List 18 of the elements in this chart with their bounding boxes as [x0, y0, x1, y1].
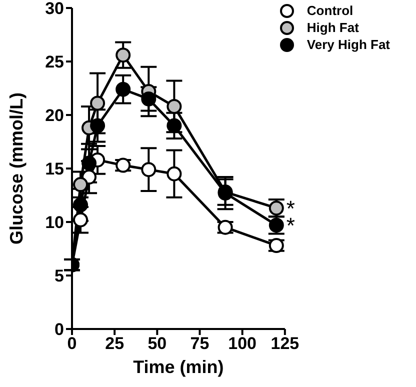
x-tick-label: 25 — [105, 334, 124, 354]
y-axis-title: Glucose (mmol/L) — [6, 92, 26, 245]
y-tick-label: 5 — [54, 266, 64, 286]
y-tick-label: 30 — [45, 0, 64, 18]
y-tick-label: 0 — [54, 320, 64, 340]
legend-label: Very High Fat — [306, 37, 390, 52]
y-tick-label: 20 — [45, 106, 64, 126]
legend-label: High Fat — [306, 20, 359, 35]
x-tick-label: 75 — [190, 334, 210, 354]
x-tick-label: 100 — [228, 334, 257, 354]
y-tick-label: 10 — [45, 213, 64, 232]
x-tick-label: 125 — [270, 334, 300, 354]
y-tick-label: 25 — [45, 52, 64, 72]
x-axis-title: Time (min) — [133, 357, 224, 377]
legend-label: Control — [306, 3, 354, 18]
x-tick-label: 50 — [148, 334, 167, 354]
x-tick-label: 0 — [67, 334, 77, 354]
y-tick-label: 15 — [45, 160, 64, 179]
